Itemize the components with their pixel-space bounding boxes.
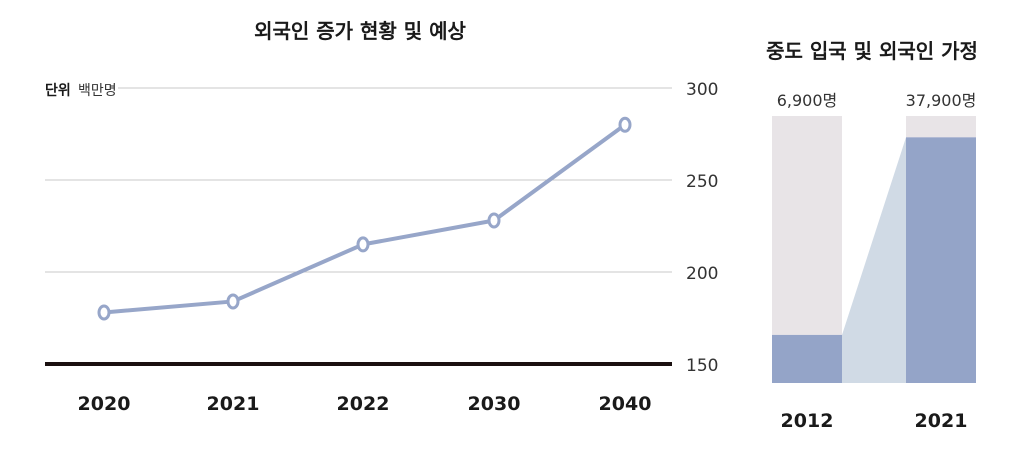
data-point (487, 212, 501, 229)
unit-label: 단위 (45, 82, 71, 99)
y-tick-label: 200 (686, 264, 718, 284)
x-axis-ticks: 2020 2021 2022 2030 2040 (78, 393, 652, 415)
bar (772, 334, 842, 383)
data-point (97, 304, 111, 321)
data-point (226, 293, 240, 310)
bar (906, 137, 976, 383)
data-point (356, 236, 370, 253)
bar-value-label: 6,900명 (777, 91, 838, 110)
y-axis-ticks: 300 250 200 150 (686, 80, 718, 376)
gridlines (45, 87, 672, 366)
bar-connector (842, 137, 906, 383)
bar-chart-title: 중도 입국 및 외국인 가정 (766, 39, 978, 63)
data-point (618, 116, 632, 133)
bar-value-label: 37,900명 (906, 91, 977, 110)
unit-value: 백만명 (78, 83, 117, 99)
y-tick-label: 150 (686, 356, 718, 376)
bar-category-label: 2021 (915, 410, 968, 432)
x-tick-label: 2020 (78, 393, 131, 415)
series-line (103, 123, 627, 315)
x-tick-label: 2030 (468, 393, 521, 415)
y-tick-label: 250 (686, 172, 718, 192)
line-series (97, 116, 632, 321)
x-tick-label: 2040 (599, 393, 652, 415)
bar-category-label: 2012 (781, 410, 834, 432)
y-tick-label: 300 (686, 80, 718, 100)
bar-series: 6,900명 2012 37,900명 2021 (772, 91, 976, 432)
x-tick-label: 2022 (337, 393, 390, 415)
x-tick-label: 2021 (207, 393, 260, 415)
line-chart-title: 외국인 증가 현황 및 예상 (254, 19, 466, 43)
